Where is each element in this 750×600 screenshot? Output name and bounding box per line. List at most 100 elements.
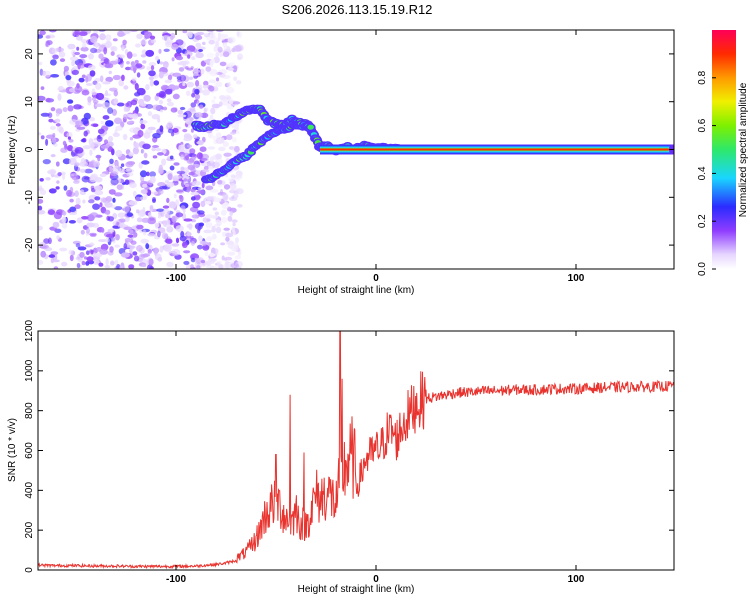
noise-blob — [225, 232, 234, 238]
noise-blob — [183, 250, 191, 254]
noise-blob — [123, 243, 128, 250]
noise-blob — [109, 171, 118, 176]
noise-blob — [126, 161, 136, 166]
noise-blob — [45, 97, 51, 103]
noise-blob — [110, 178, 119, 186]
noise-blob — [166, 197, 170, 204]
noise-blob — [121, 74, 125, 82]
spectrogram-y-tick-label: -10 — [24, 190, 35, 205]
noise-blob — [231, 219, 238, 223]
spectrogram-y-axis-label: Frequency (Hz) — [7, 116, 18, 185]
noise-blob — [190, 102, 197, 108]
noise-blob — [45, 35, 51, 39]
noise-blob — [73, 104, 82, 110]
noise-blob — [48, 254, 56, 258]
noise-blob — [49, 125, 57, 130]
noise-blob — [91, 92, 98, 95]
noise-blob — [195, 112, 203, 118]
noise-blob — [226, 82, 231, 87]
noise-blob — [183, 218, 193, 222]
noise-blob — [38, 34, 44, 39]
noise-blob — [201, 182, 205, 189]
noise-blob — [59, 247, 68, 252]
noise-blob — [55, 186, 60, 190]
noise-blob — [40, 112, 50, 117]
noise-blob — [40, 86, 45, 90]
noise-blob — [136, 224, 144, 230]
noise-blob — [227, 67, 235, 71]
noise-blob — [199, 240, 208, 245]
noise-blob — [143, 132, 151, 139]
noise-blob — [135, 209, 140, 214]
noise-blob — [38, 198, 44, 204]
noise-blob — [215, 132, 222, 139]
noise-blob — [90, 35, 98, 44]
noise-blob — [83, 130, 88, 137]
noise-blob — [203, 80, 209, 87]
noise-blob — [147, 249, 152, 254]
noise-blob — [100, 144, 110, 149]
noise-blob — [174, 175, 182, 179]
noise-blob — [143, 94, 151, 102]
noise-blob — [129, 65, 138, 71]
noise-blob — [145, 84, 150, 91]
noise-blob — [109, 246, 114, 253]
noise-blob — [83, 112, 91, 120]
noise-blob — [38, 132, 42, 136]
noise-blob — [163, 48, 170, 52]
noise-blob — [58, 126, 64, 134]
noise-blob — [236, 80, 242, 84]
noise-blob — [119, 265, 123, 269]
noise-blob — [231, 226, 235, 233]
noise-blob — [226, 105, 234, 110]
noise-blob — [71, 175, 79, 181]
noise-blob — [71, 49, 76, 56]
noise-blob — [228, 146, 234, 150]
noise-blob — [38, 259, 44, 265]
noise-blob — [45, 134, 55, 139]
noise-blob — [73, 180, 80, 184]
noise-blob — [151, 191, 158, 195]
noise-blob — [177, 114, 187, 118]
noise-blob — [145, 104, 153, 109]
noise-blob — [149, 35, 156, 40]
noise-blob — [149, 79, 154, 87]
noise-blob — [158, 71, 164, 79]
noise-blob — [59, 58, 66, 62]
noise-blob — [57, 93, 62, 101]
noise-blob — [190, 257, 196, 263]
noise-blob — [149, 205, 154, 211]
noise-blob — [107, 216, 114, 222]
noise-blob — [211, 225, 216, 233]
noise-blob — [62, 172, 66, 181]
noise-blob — [104, 63, 114, 69]
noise-blob — [190, 191, 200, 196]
colorbar-tick-label: 0.2 — [697, 214, 708, 228]
noise-blob — [199, 146, 207, 152]
noise-blob — [153, 80, 160, 86]
noise-blob — [165, 88, 173, 95]
noise-blob — [48, 118, 54, 123]
noise-blob — [63, 65, 69, 72]
noise-blob — [209, 189, 219, 193]
noise-blob — [167, 74, 173, 81]
noise-blob — [86, 227, 90, 234]
noise-blob — [105, 258, 109, 266]
noise-blob — [204, 251, 209, 257]
noise-blob — [92, 203, 100, 210]
noise-blob — [218, 264, 224, 269]
noise-blob — [131, 77, 137, 82]
noise-blob — [199, 157, 208, 161]
noise-blob — [69, 254, 74, 262]
noise-blob — [186, 231, 192, 237]
noise-blob — [132, 113, 139, 120]
noise-blob — [214, 264, 219, 269]
noise-blob — [115, 58, 121, 63]
noise-blob — [162, 205, 170, 209]
noise-blob — [112, 38, 118, 42]
noise-blob — [48, 188, 57, 194]
noise-blob — [198, 89, 203, 94]
noise-blob — [125, 102, 130, 107]
noise-blob — [179, 195, 184, 203]
